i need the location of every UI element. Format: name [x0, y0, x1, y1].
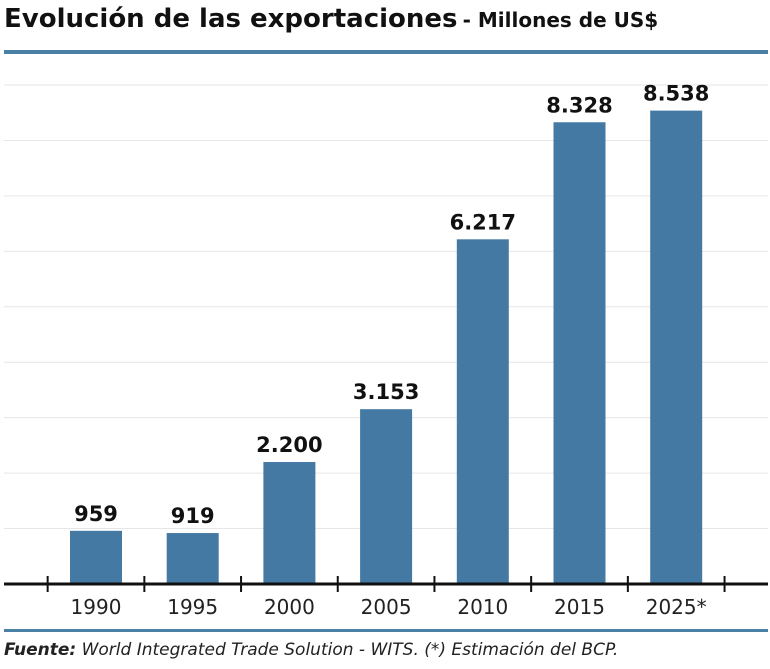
bar-2025*: [650, 110, 703, 585]
x-tick-label: 1995: [167, 595, 218, 619]
data-label: 919: [171, 504, 215, 528]
bar-1990: [70, 530, 122, 584]
data-label: 6.217: [450, 210, 516, 234]
bar-2010: [456, 239, 509, 585]
x-tick-label: 2015: [554, 595, 605, 619]
title-subtitle: - Millones de US$: [462, 8, 659, 32]
chart-title: Evolución de las exportaciones - Millone…: [4, 4, 658, 34]
x-tick-label: 2000: [264, 595, 315, 619]
bottom-rule: [4, 629, 768, 632]
bar-2000: [263, 462, 316, 584]
x-tick-label: 1990: [71, 595, 122, 619]
source-note: Fuente: World Integrated Trade Solution …: [4, 640, 618, 660]
top-rule: [4, 50, 768, 54]
source-text: World Integrated Trade Solution - WITS. …: [81, 640, 619, 660]
source-label: Fuente:: [4, 640, 77, 660]
x-tick-label: 2005: [361, 595, 412, 619]
x-tick-label: 2025*: [646, 595, 707, 619]
data-label: 2.200: [256, 433, 322, 457]
data-label: 8.328: [546, 93, 612, 117]
title-main: Evolución de las exportaciones: [4, 4, 458, 34]
x-tick-label: 2010: [457, 595, 508, 619]
bar-2005: [360, 409, 413, 584]
bar-2015: [553, 122, 606, 584]
data-label: 3.153: [353, 380, 419, 404]
data-label: 959: [74, 502, 118, 526]
bar-1995: [166, 533, 219, 584]
data-label: 8.538: [643, 82, 709, 106]
